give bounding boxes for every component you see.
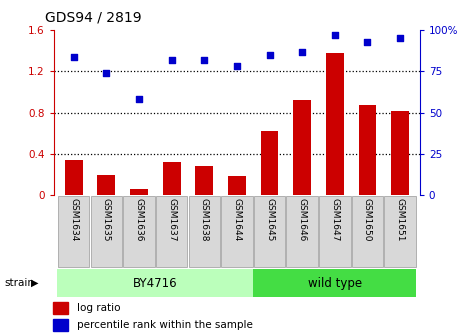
Bar (195, 166, 213, 195)
Text: GSM1637: GSM1637 (167, 198, 176, 241)
Point (331, 33, 339, 38)
Point (135, 97, 143, 102)
Point (396, 36, 404, 41)
Text: GSM1651: GSM1651 (396, 198, 405, 241)
Point (233, 64, 241, 69)
Bar (97, 175, 115, 195)
Text: GSM1634: GSM1634 (69, 198, 78, 241)
Text: GSM1647: GSM1647 (330, 198, 340, 241)
Point (298, 49, 306, 54)
Bar (65, 160, 83, 195)
FancyBboxPatch shape (57, 269, 253, 297)
Bar (326, 53, 344, 195)
FancyBboxPatch shape (189, 196, 220, 267)
Point (266, 52, 273, 58)
Bar (53, 319, 68, 331)
Text: GSM1635: GSM1635 (102, 198, 111, 241)
Bar (391, 111, 409, 195)
Text: GSM1645: GSM1645 (265, 198, 274, 241)
Text: wild type: wild type (308, 277, 362, 290)
Point (200, 57, 208, 62)
FancyBboxPatch shape (287, 196, 318, 267)
Text: GDS94 / 2819: GDS94 / 2819 (45, 10, 141, 24)
Text: strain: strain (5, 278, 35, 288)
Text: ▶: ▶ (30, 278, 38, 288)
Text: GSM1636: GSM1636 (134, 198, 144, 241)
FancyBboxPatch shape (221, 196, 252, 267)
Text: percentile rank within the sample: percentile rank within the sample (77, 320, 252, 330)
FancyBboxPatch shape (319, 196, 350, 267)
FancyBboxPatch shape (91, 196, 122, 267)
FancyBboxPatch shape (352, 196, 383, 267)
FancyBboxPatch shape (156, 196, 187, 267)
Text: log ratio: log ratio (77, 303, 120, 313)
Bar (358, 106, 377, 195)
Text: BY4716: BY4716 (133, 277, 177, 290)
FancyBboxPatch shape (253, 269, 416, 297)
Point (364, 39, 371, 44)
Bar (293, 100, 311, 195)
Bar (228, 176, 246, 195)
FancyBboxPatch shape (385, 196, 416, 267)
Text: GSM1644: GSM1644 (232, 198, 242, 241)
Bar (260, 131, 279, 195)
Point (102, 70, 110, 76)
Bar (53, 302, 68, 314)
Bar (130, 189, 148, 195)
FancyBboxPatch shape (58, 196, 89, 267)
FancyBboxPatch shape (254, 196, 285, 267)
Point (70, 54, 77, 59)
Point (168, 57, 175, 62)
FancyBboxPatch shape (123, 196, 154, 267)
Text: GSM1650: GSM1650 (363, 198, 372, 241)
Text: GSM1638: GSM1638 (200, 198, 209, 241)
Bar (163, 162, 181, 195)
Text: GSM1646: GSM1646 (298, 198, 307, 241)
